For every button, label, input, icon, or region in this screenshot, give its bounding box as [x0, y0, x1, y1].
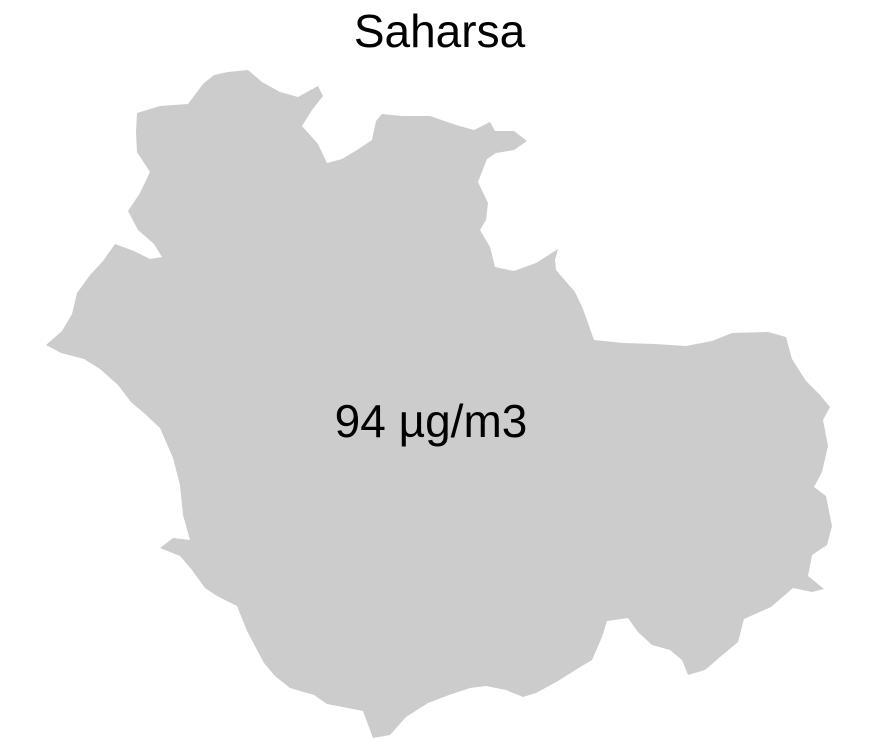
map-title: Saharsa [0, 4, 879, 58]
pollution-value-label: 94 µg/m3 [0, 394, 862, 448]
